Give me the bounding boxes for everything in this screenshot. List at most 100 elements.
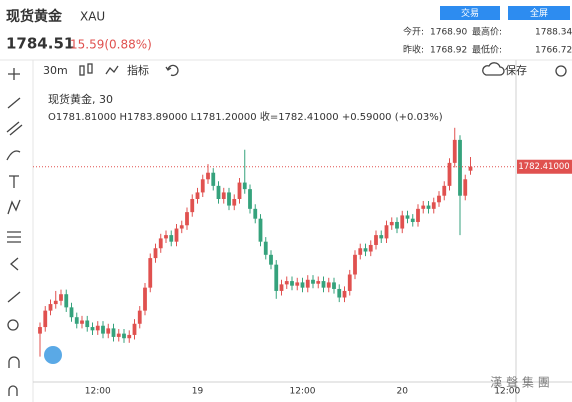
candle-body bbox=[143, 287, 147, 311]
candle-body bbox=[38, 327, 42, 334]
fullscreen-button[interactable] bbox=[508, 6, 570, 20]
candle-body bbox=[227, 192, 231, 206]
brush-icon[interactable] bbox=[6, 150, 21, 161]
candle-body bbox=[384, 225, 389, 239]
text-icon[interactable] bbox=[9, 175, 19, 188]
candle-body bbox=[353, 254, 357, 275]
candle-body bbox=[431, 202, 436, 209]
trade-button[interactable] bbox=[440, 6, 500, 20]
candle-body bbox=[321, 281, 326, 288]
candle-body bbox=[379, 235, 384, 239]
candle-body bbox=[458, 139, 462, 196]
candle-body bbox=[111, 328, 116, 337]
candle-body bbox=[132, 323, 137, 335]
candle-body bbox=[452, 139, 457, 163]
candle-body bbox=[332, 282, 336, 289]
ruler-icon[interactable] bbox=[7, 291, 21, 303]
price-tag bbox=[517, 159, 572, 174]
candle-body bbox=[368, 244, 373, 252]
stat-value: 1768.90 bbox=[430, 28, 467, 38]
back-icon[interactable] bbox=[10, 257, 19, 271]
candle-body bbox=[174, 228, 179, 242]
candle-body bbox=[137, 310, 142, 324]
candle-body bbox=[237, 182, 242, 199]
candle-body bbox=[90, 327, 95, 331]
candle-body bbox=[211, 172, 216, 186]
candle-body bbox=[405, 215, 410, 219]
magnet-icon[interactable] bbox=[8, 356, 20, 368]
stat-label: 最高价: bbox=[472, 26, 502, 38]
candle-body bbox=[305, 279, 310, 288]
pattern-icon[interactable] bbox=[7, 199, 21, 215]
candle-body bbox=[179, 225, 184, 229]
candle-body bbox=[158, 238, 163, 249]
cloud-icon[interactable] bbox=[482, 62, 505, 76]
x-tick-label: 19 bbox=[192, 387, 204, 397]
candle-body bbox=[279, 284, 284, 291]
indicator-icon[interactable] bbox=[105, 65, 119, 75]
candle-body bbox=[116, 333, 121, 337]
channel-icon[interactable] bbox=[6, 121, 23, 136]
stat-value: 1768.92 bbox=[430, 46, 467, 56]
undo-icon[interactable] bbox=[165, 64, 179, 77]
candle-body bbox=[200, 179, 205, 193]
chart-type-icon[interactable] bbox=[79, 63, 93, 76]
legend-title: 现货黄金, 30 bbox=[48, 92, 113, 106]
settings-icon[interactable] bbox=[555, 65, 567, 77]
trade-label[interactable]: 交易 bbox=[461, 7, 479, 19]
candle-body bbox=[190, 198, 195, 213]
candle-body bbox=[416, 208, 420, 222]
candle-body bbox=[363, 248, 368, 252]
candle-body bbox=[53, 300, 58, 305]
candle-body bbox=[342, 290, 347, 298]
candle-body bbox=[447, 162, 452, 186]
candle-body bbox=[258, 218, 263, 242]
candle-body bbox=[80, 320, 84, 324]
candle-body bbox=[468, 166, 473, 171]
crosshair-icon[interactable] bbox=[8, 68, 20, 80]
candle-body bbox=[248, 189, 252, 209]
x-tick-label: 12:00 bbox=[85, 387, 111, 397]
candle-body bbox=[216, 185, 221, 199]
candle-body bbox=[442, 185, 447, 196]
indicators[interactable]: 指标 bbox=[127, 63, 149, 77]
candle-body bbox=[316, 281, 321, 284]
stat-label: 最低价: bbox=[472, 44, 502, 56]
candle-body bbox=[221, 192, 226, 199]
zoom-icon[interactable] bbox=[7, 319, 19, 331]
candle-body bbox=[64, 294, 69, 308]
candle-body bbox=[426, 205, 431, 209]
candle-body bbox=[347, 274, 352, 291]
candle-body bbox=[421, 205, 426, 209]
stat-value: 1766.72 bbox=[535, 46, 572, 56]
line-icon[interactable] bbox=[7, 97, 21, 109]
x-tick-label: 20 bbox=[397, 387, 409, 397]
fib-icon[interactable] bbox=[7, 231, 21, 243]
candle-body bbox=[437, 195, 441, 203]
interval[interactable]: 30m bbox=[43, 64, 68, 77]
candle-body bbox=[206, 172, 210, 180]
candle-body bbox=[95, 325, 100, 331]
candle-body bbox=[59, 294, 63, 301]
candle-body bbox=[295, 282, 300, 286]
price-change: 15.59(0.88%) bbox=[70, 38, 152, 52]
price: 1784.51 bbox=[6, 35, 74, 53]
candle-body bbox=[122, 333, 126, 339]
plot: 12:00 19 12:00 20 12:00 1782.41000 bbox=[33, 127, 572, 397]
lock-icon[interactable] bbox=[8, 385, 18, 396]
candle-body bbox=[106, 328, 111, 334]
candle-body bbox=[463, 179, 468, 196]
candle-body bbox=[164, 235, 168, 239]
fullscreen-label[interactable]: 全屏 bbox=[530, 7, 548, 19]
candle-body bbox=[410, 218, 415, 222]
symbol: XAU bbox=[80, 10, 105, 24]
candle-body bbox=[232, 198, 237, 206]
candle-body bbox=[311, 279, 315, 284]
x-tick-label: 12:00 bbox=[290, 387, 316, 397]
candle-body bbox=[389, 221, 394, 226]
stat-label: 昨收: bbox=[403, 44, 424, 56]
left-toolbar bbox=[6, 68, 23, 396]
candle-body bbox=[269, 254, 273, 265]
candle-body bbox=[101, 325, 105, 334]
